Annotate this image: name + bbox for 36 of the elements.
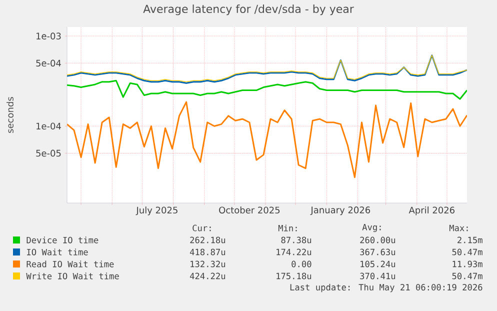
text: 132.32u [190,260,226,268]
text: 370.41u [360,272,396,280]
text: 418.87u [190,248,226,256]
legend-label: IO Wait time [27,248,88,256]
text: 50.47m [452,248,482,256]
text: 174.22u [276,248,312,256]
text: 87.38u [281,236,312,244]
text: Cur: [192,224,211,232]
text: Max: [449,224,468,232]
legend-label: Read IO Wait time [26,260,114,268]
x-tick-label: January 2026 [310,206,370,216]
text: 262.18u [190,236,226,244]
y-tick-label: 5e-05 [36,150,61,157]
text: 105.24u [360,260,396,268]
y-tick-label: 1e-04 [36,122,61,130]
text: 367.63u [360,248,396,256]
y-axis-title: seconds [6,97,14,133]
chart-title: Average latency for /dev/sda - by year [143,4,354,16]
text: Avg: [362,224,381,232]
x-tick-label: October 2025 [219,206,280,214]
y-tick-label: 1e-03 [36,32,61,40]
line-series [67,101,468,178]
text: 50.47m [452,272,482,280]
text: 424.22u [190,272,226,280]
text: 11.93m [452,260,482,268]
x-tick-label: April 2026 [408,206,455,216]
text: Min: [278,224,297,232]
legend-label: Device IO time [26,236,98,244]
text: Last update: Thu May 21 06:00:19 2026 [290,284,482,292]
text: 0.00 [292,260,312,268]
text: 175.18u [276,272,312,280]
text: 260.00u [360,236,396,244]
x-tick-label: July 2025 [136,206,178,216]
legend-label: Write IO Wait time [26,272,119,280]
y-tick-label: 5e-04 [36,60,61,67]
text: 2.15m [458,236,482,244]
